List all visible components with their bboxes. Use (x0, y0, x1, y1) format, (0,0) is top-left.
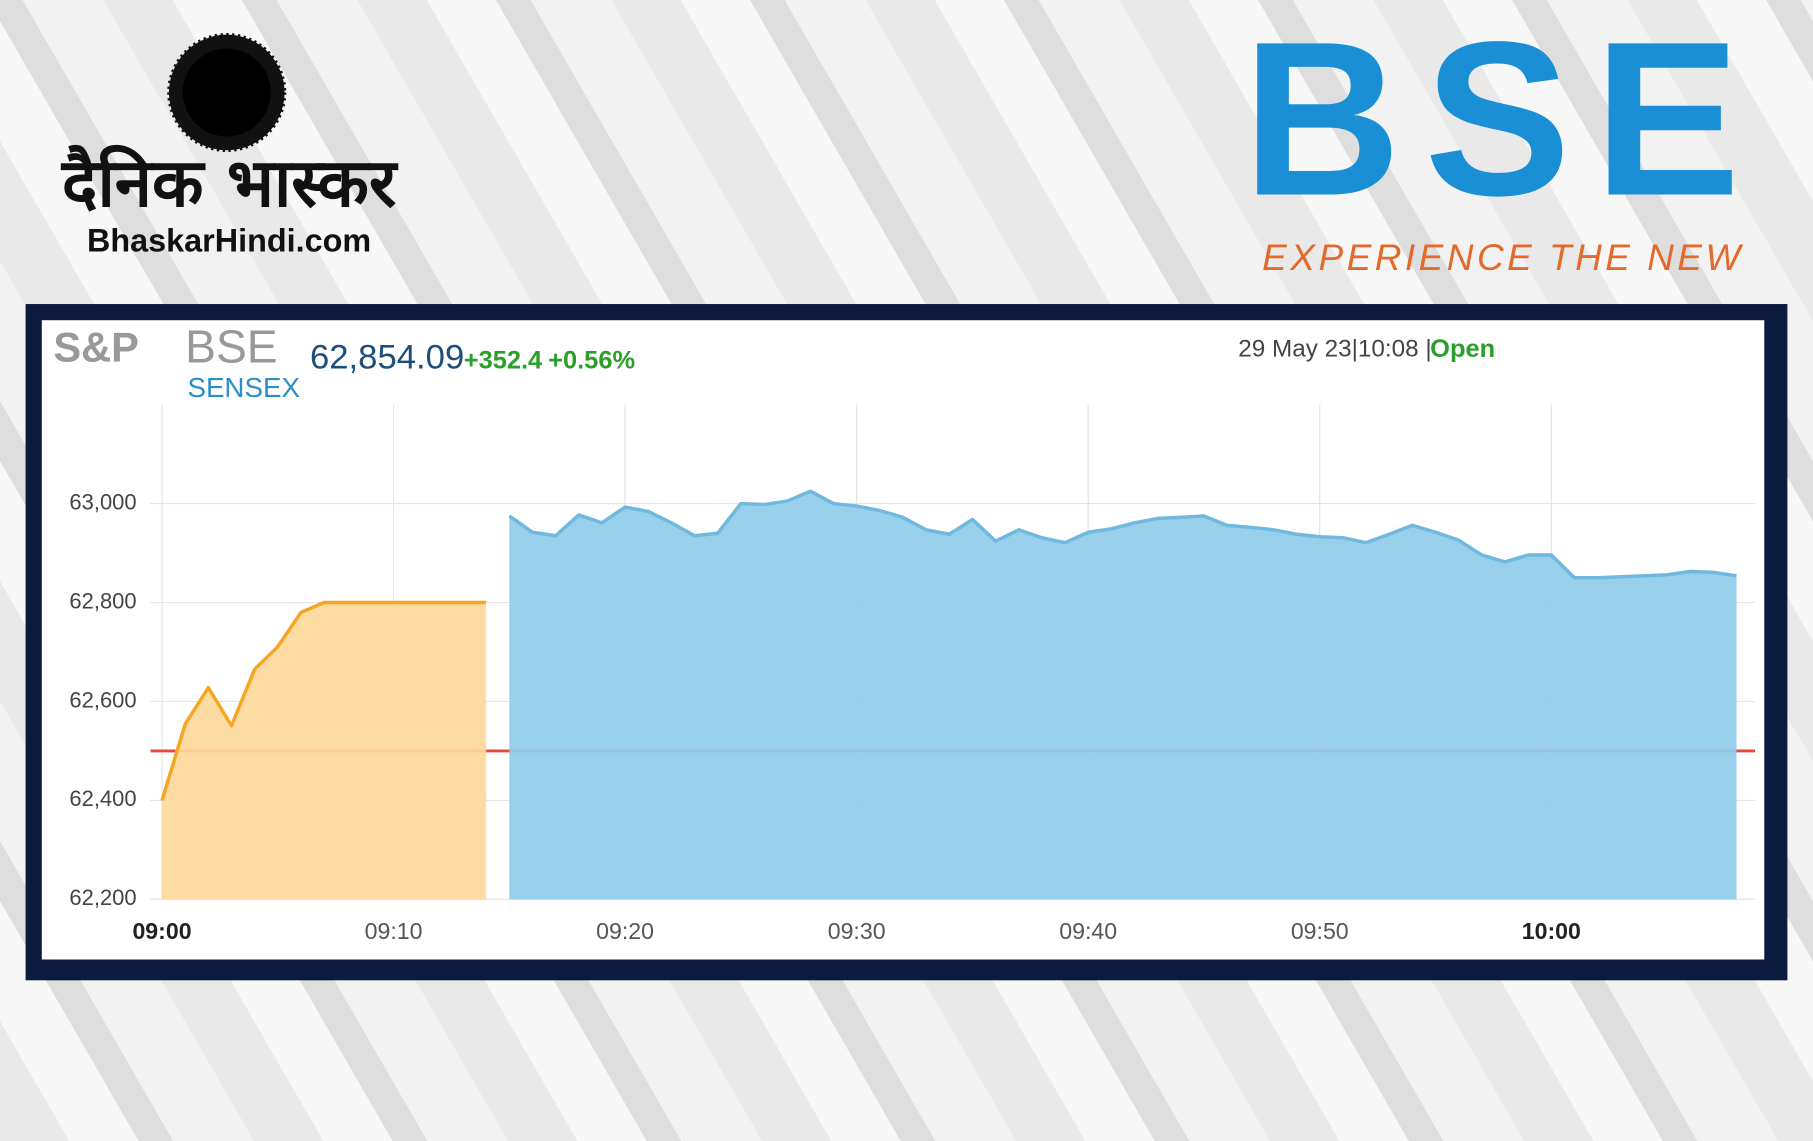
price: 62,854.09 (310, 339, 464, 377)
x-tick-label: 09:40 (1059, 918, 1117, 944)
site-name: BhaskarHindi.com (87, 222, 371, 258)
plot: 62,200 62,400 62,600 62,800 63,000 09:00 09:10… (69, 404, 1756, 944)
change-pct: +0.56% (548, 347, 635, 375)
sp-logo: S&P (53, 323, 139, 370)
change: +352.4 (464, 347, 542, 375)
bse-logo: BSE (1243, 0, 1764, 241)
bse-small-logo: BSE (185, 320, 278, 372)
x-tick-label: 09:30 (828, 918, 886, 944)
line (160, 600, 487, 801)
y-tick-label: 63,000 (69, 489, 136, 514)
line (508, 489, 1737, 580)
sun-logo (167, 32, 287, 153)
x-tick-label: 09:50 (1291, 918, 1349, 944)
x-tick-label: 09:20 (596, 918, 654, 944)
y-tick-label: 62,800 (69, 588, 136, 613)
x-tick-label: 10:00 (1522, 918, 1581, 944)
hindi-title: दैनिक भास्कर (60, 144, 399, 222)
x-tick-label: 09:00 (132, 918, 191, 944)
y-tick-label: 62,400 (69, 786, 136, 811)
y-tick-label: 62,200 (69, 885, 136, 910)
timestamp: 29 May 23|10:08 | (1238, 336, 1431, 363)
area (162, 602, 487, 900)
status: Open (1430, 335, 1495, 363)
area (509, 491, 1737, 900)
y-tick-label: 62,600 (69, 687, 136, 712)
sensex-label: SENSEX (187, 372, 300, 403)
x-tick-label: 09:10 (365, 918, 423, 944)
tagline: EXPERIENCE THE NEW (1262, 237, 1744, 278)
